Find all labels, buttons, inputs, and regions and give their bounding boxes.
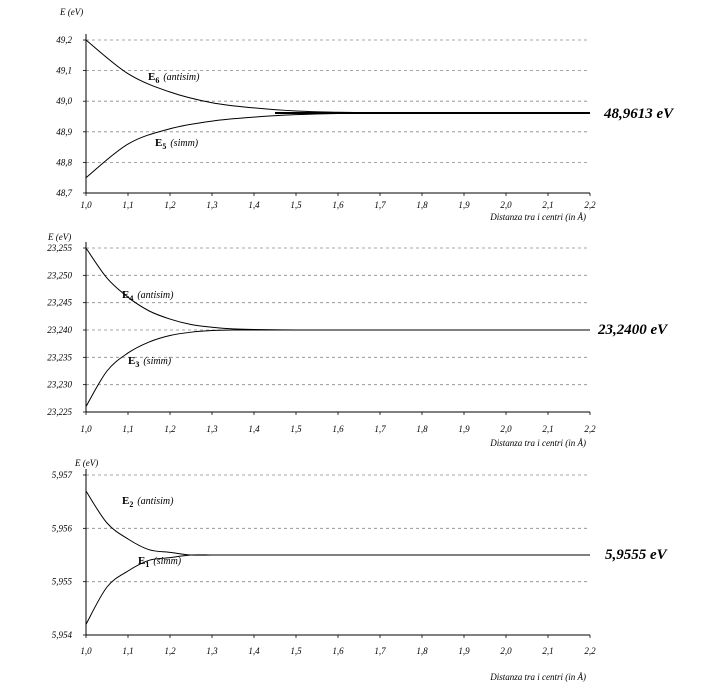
x-tick-label: 1,2 <box>164 424 176 434</box>
x-tick-label: 1,9 <box>458 424 470 434</box>
x-tick-label: 1,4 <box>248 646 260 656</box>
series-label: E6 (antisim) <box>148 71 200 85</box>
x-tick-label: 1,7 <box>374 200 386 210</box>
series-line-E3 <box>85 329 590 407</box>
x-tick-label: 2,1 <box>542 200 553 210</box>
x-tick-label: 2,1 <box>542 646 553 656</box>
x-tick-label: 1,3 <box>206 200 218 210</box>
series-line-E6 <box>85 39 590 114</box>
y-tick-label: 23,235 <box>47 352 72 362</box>
x-tick-label: 1,8 <box>416 200 428 210</box>
series-label: E3 (simm) <box>128 355 172 369</box>
x-tick-label: 1,4 <box>248 424 260 434</box>
y-tick-label: 5,956 <box>52 523 73 533</box>
x-tick-label: 2,0 <box>500 200 512 210</box>
y-tick-label: 23,240 <box>47 325 72 335</box>
chart-panel-2: 23,255 23,250 23,245 23,240 23,235 23,230 23,2… <box>47 232 669 448</box>
x-tick-label: 1,4 <box>248 200 260 210</box>
x-tick-label: 1,5 <box>290 200 302 210</box>
x-tick-label: 2,2 <box>584 200 596 210</box>
x-tick-label: 1,8 <box>416 424 428 434</box>
y-tick-label: 49,0 <box>56 96 72 106</box>
y-tick-label: 5,955 <box>52 577 73 587</box>
y-axis-label: E (eV) <box>47 232 71 242</box>
x-tick-label: 1,1 <box>122 200 133 210</box>
series-label: E2 (antisim) <box>122 495 174 509</box>
x-tick-label: 1,7 <box>374 424 386 434</box>
x-tick-label: 1,0 <box>80 200 92 210</box>
series-label: E5 (simm) <box>155 137 199 151</box>
x-tick-label: 1,6 <box>332 200 344 210</box>
y-tick-label: 48,7 <box>56 188 72 198</box>
x-tick-label: 2,0 <box>500 646 512 656</box>
y-tick-label: 48,9 <box>56 127 72 137</box>
x-tick-label: 1,3 <box>206 646 218 656</box>
x-tick-label: 1,3 <box>206 424 218 434</box>
y-tick-label: 49,1 <box>56 66 72 76</box>
y-tick-label: 23,245 <box>47 298 72 308</box>
y-axis-label: E (eV) <box>59 7 83 17</box>
y-tick-label: 48,8 <box>56 157 72 167</box>
limit-value-label: 5,9555 eV <box>605 547 669 563</box>
x-tick-label: 1,6 <box>332 646 344 656</box>
y-tick-label: 23,255 <box>47 243 72 253</box>
series-label: E1 (simm) <box>138 555 182 569</box>
limit-value-label: 48,9613 eV <box>603 106 675 122</box>
chart-panel-1: 49,2 49,1 49,0 48,9 48,8 48,7 1,0 1,1 1,2 1,3 1,4 1… <box>56 7 675 222</box>
y-tick-label: 5,954 <box>52 630 73 640</box>
y-tick-label: 49,2 <box>56 35 72 45</box>
x-axis-label: Distanza tra i centri (in Å) <box>489 438 586 448</box>
limit-value-label: 23,2400 eV <box>597 322 669 338</box>
y-axis-label: E (eV) <box>74 458 98 468</box>
x-tick-label: 1,5 <box>290 646 302 656</box>
y-tick-label: 5,957 <box>52 470 73 480</box>
x-tick-label: 1,7 <box>374 646 386 656</box>
x-axis-label: Distanza tra i centri (in Å) <box>489 212 586 222</box>
x-tick-label: 1,8 <box>416 646 428 656</box>
x-tick-label: 1,6 <box>332 424 344 434</box>
x-tick-label: 1,5 <box>290 424 302 434</box>
series-label: E4 (antisim) <box>122 289 174 303</box>
y-tick-label: 23,250 <box>47 270 72 280</box>
x-tick-label: 1,9 <box>458 646 470 656</box>
x-tick-label: 1,0 <box>80 646 92 656</box>
x-tick-label: 2,2 <box>584 424 596 434</box>
x-tick-label: 2,2 <box>584 646 596 656</box>
y-tick-label: 23,225 <box>47 407 72 417</box>
x-tick-label: 2,0 <box>500 424 512 434</box>
x-tick-label: 1,2 <box>164 200 176 210</box>
x-tick-label: 1,9 <box>458 200 470 210</box>
y-tick-label: 23,230 <box>47 380 72 390</box>
x-tick-label: 2,1 <box>542 424 553 434</box>
x-tick-label: 1,1 <box>122 424 133 434</box>
x-tick-label: 1,2 <box>164 646 176 656</box>
x-tick-label: 1,1 <box>122 646 133 656</box>
x-axis-label: Distanza tra i centri (in Å) <box>489 672 586 682</box>
chart-panel-3: 5,957 5,956 5,955 5,954 1,0 1,1 1,2 1,3 1,4 1,5 1,… <box>52 458 669 682</box>
x-tick-label: 1,0 <box>80 424 92 434</box>
